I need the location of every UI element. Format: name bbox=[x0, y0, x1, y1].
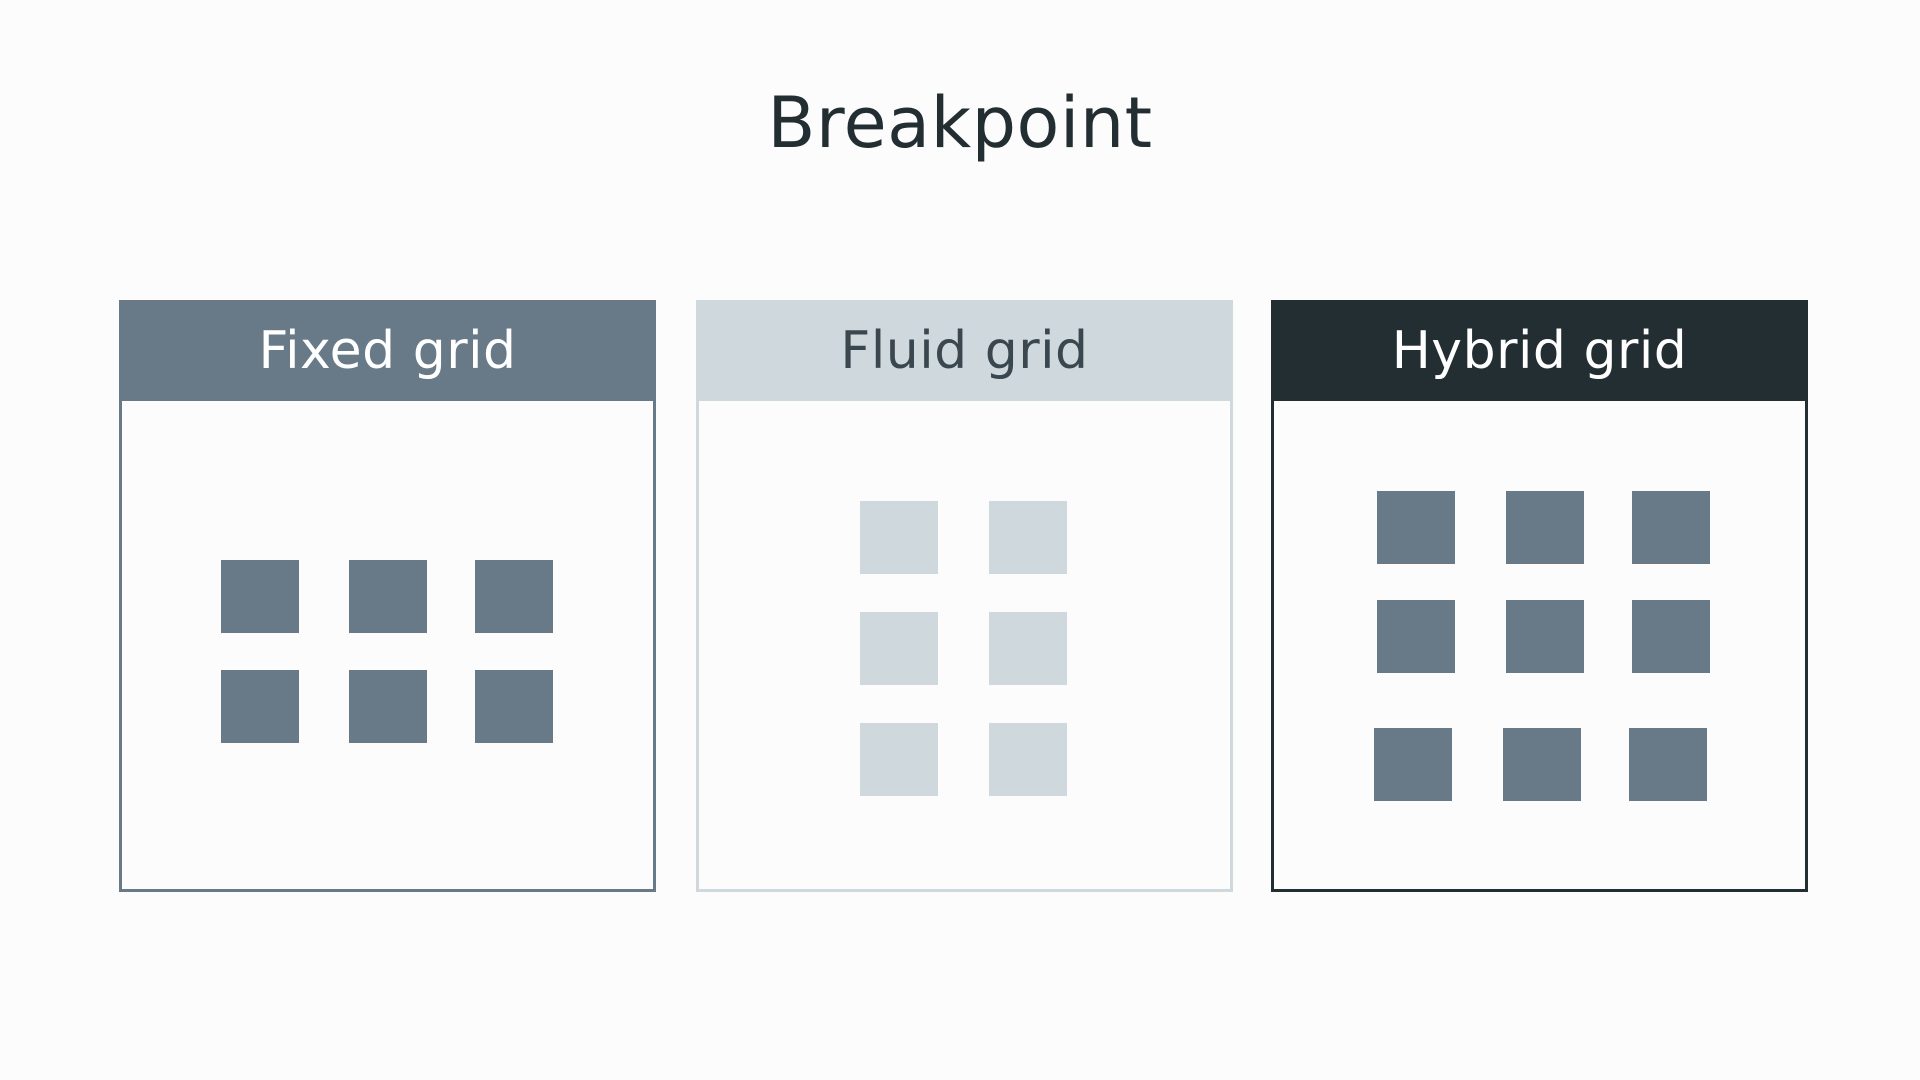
grid-tile bbox=[349, 560, 427, 633]
hybrid-grid-body bbox=[1274, 401, 1805, 892]
fluid-grid-body bbox=[699, 401, 1230, 892]
grid-tile bbox=[860, 723, 938, 796]
grid-tile bbox=[1377, 491, 1455, 564]
grid-tile bbox=[1503, 728, 1581, 801]
hybrid-grid-header: Hybrid grid bbox=[1271, 300, 1808, 401]
slide-title: Breakpoint bbox=[767, 82, 1153, 164]
grid-tile bbox=[1632, 491, 1710, 564]
grid-tile bbox=[989, 501, 1067, 574]
grid-tile bbox=[989, 612, 1067, 685]
grid-tile bbox=[1629, 728, 1707, 801]
grid-tile bbox=[860, 612, 938, 685]
fixed-grid-panel: Fixed grid bbox=[119, 300, 656, 892]
grid-tile bbox=[475, 670, 553, 743]
fluid-grid-header: Fluid grid bbox=[696, 300, 1233, 401]
grid-tile bbox=[1506, 600, 1584, 673]
fixed-grid-body bbox=[122, 401, 653, 892]
grid-tile bbox=[1632, 600, 1710, 673]
grid-tile bbox=[475, 560, 553, 633]
grid-tile bbox=[989, 723, 1067, 796]
grid-tile bbox=[221, 560, 299, 633]
grid-tile bbox=[1377, 600, 1455, 673]
grid-tile bbox=[860, 501, 938, 574]
hybrid-grid-panel: Hybrid grid bbox=[1271, 300, 1808, 892]
grid-tile bbox=[349, 670, 427, 743]
grid-tile bbox=[1374, 728, 1452, 801]
fixed-grid-header: Fixed grid bbox=[119, 300, 656, 401]
fluid-grid-panel: Fluid grid bbox=[696, 300, 1233, 892]
grid-tile bbox=[221, 670, 299, 743]
grid-tile bbox=[1506, 491, 1584, 564]
